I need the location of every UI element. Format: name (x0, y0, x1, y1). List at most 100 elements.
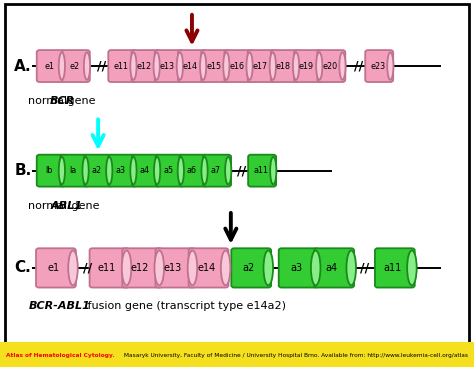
Text: //: // (97, 59, 106, 73)
Ellipse shape (154, 157, 160, 184)
Ellipse shape (339, 52, 346, 80)
Text: a4: a4 (326, 263, 338, 273)
Ellipse shape (407, 250, 417, 286)
Ellipse shape (270, 52, 276, 80)
Ellipse shape (316, 52, 322, 80)
Ellipse shape (223, 52, 229, 80)
Bar (0, 342, 474, 367)
Ellipse shape (346, 250, 356, 286)
FancyBboxPatch shape (178, 50, 206, 82)
FancyBboxPatch shape (314, 248, 354, 288)
Ellipse shape (122, 250, 131, 286)
Text: //: // (354, 59, 363, 73)
Text: ABL1: ABL1 (50, 200, 82, 211)
Text: a11: a11 (253, 166, 268, 175)
Text: e1: e1 (47, 263, 60, 273)
FancyBboxPatch shape (131, 50, 159, 82)
Text: a3: a3 (290, 263, 302, 273)
Text: a2: a2 (243, 263, 255, 273)
Text: C.: C. (14, 261, 31, 275)
FancyBboxPatch shape (189, 248, 228, 288)
Text: e15: e15 (206, 62, 221, 70)
Text: gene: gene (64, 96, 96, 106)
Ellipse shape (59, 52, 65, 80)
FancyBboxPatch shape (155, 50, 182, 82)
FancyBboxPatch shape (318, 50, 345, 82)
Ellipse shape (130, 157, 137, 184)
Ellipse shape (293, 52, 299, 80)
Text: la: la (69, 166, 76, 175)
Ellipse shape (387, 52, 393, 80)
FancyBboxPatch shape (90, 248, 129, 288)
Text: a6: a6 (187, 166, 197, 175)
Text: e20: e20 (322, 62, 337, 70)
Ellipse shape (270, 157, 276, 184)
FancyBboxPatch shape (279, 248, 319, 288)
Ellipse shape (155, 250, 164, 286)
Ellipse shape (264, 250, 273, 286)
FancyBboxPatch shape (375, 248, 415, 288)
Ellipse shape (154, 52, 160, 80)
Text: e13: e13 (164, 263, 182, 273)
Ellipse shape (201, 157, 208, 184)
FancyBboxPatch shape (294, 50, 322, 82)
Text: e13: e13 (160, 62, 175, 70)
Text: BCR: BCR (50, 96, 75, 106)
Text: Masaryk University, Faculty of Medicine / University Hospital Brno. Available fr: Masaryk University, Faculty of Medicine … (122, 353, 468, 358)
Text: e14: e14 (183, 62, 198, 70)
FancyBboxPatch shape (224, 50, 252, 82)
Text: normal: normal (28, 96, 71, 106)
Text: e2: e2 (69, 62, 79, 70)
FancyBboxPatch shape (36, 155, 64, 186)
Text: //: // (83, 261, 92, 275)
Text: a3: a3 (116, 166, 126, 175)
Text: B.: B. (14, 163, 31, 178)
FancyBboxPatch shape (155, 155, 183, 186)
FancyBboxPatch shape (179, 155, 207, 186)
FancyBboxPatch shape (203, 155, 231, 186)
Ellipse shape (178, 157, 184, 184)
FancyBboxPatch shape (155, 248, 195, 288)
FancyBboxPatch shape (132, 155, 160, 186)
Ellipse shape (59, 157, 65, 184)
Text: lb: lb (46, 166, 53, 175)
FancyBboxPatch shape (248, 50, 276, 82)
Ellipse shape (84, 52, 90, 80)
Ellipse shape (246, 52, 253, 80)
Text: e11: e11 (113, 62, 128, 70)
Text: a4: a4 (139, 166, 149, 175)
Ellipse shape (68, 250, 78, 286)
Text: a2: a2 (91, 166, 101, 175)
FancyBboxPatch shape (36, 50, 64, 82)
Text: //: // (360, 261, 370, 275)
FancyBboxPatch shape (108, 50, 136, 82)
Text: //: // (237, 164, 246, 177)
Ellipse shape (221, 250, 230, 286)
Text: e23: e23 (370, 62, 385, 70)
Text: a11: a11 (383, 263, 401, 273)
FancyBboxPatch shape (248, 155, 276, 186)
Text: a5: a5 (163, 166, 173, 175)
FancyBboxPatch shape (365, 50, 393, 82)
Ellipse shape (130, 52, 137, 80)
FancyBboxPatch shape (271, 50, 299, 82)
Text: e18: e18 (276, 62, 291, 70)
FancyBboxPatch shape (84, 155, 112, 186)
Text: e16: e16 (229, 62, 245, 70)
Text: e14: e14 (197, 263, 215, 273)
Ellipse shape (106, 157, 112, 184)
FancyBboxPatch shape (108, 155, 136, 186)
Text: e12: e12 (137, 62, 152, 70)
FancyBboxPatch shape (36, 248, 76, 288)
FancyBboxPatch shape (201, 50, 229, 82)
Text: Atlas of Hematological Cytology.: Atlas of Hematological Cytology. (6, 353, 114, 358)
Ellipse shape (225, 157, 231, 184)
Ellipse shape (177, 52, 183, 80)
FancyBboxPatch shape (61, 155, 88, 186)
Text: e11: e11 (98, 263, 116, 273)
Text: a7: a7 (210, 166, 220, 175)
Text: BCR-ABL1: BCR-ABL1 (28, 301, 91, 312)
FancyBboxPatch shape (122, 248, 162, 288)
Text: gene: gene (68, 200, 99, 211)
Text: e19: e19 (299, 62, 314, 70)
